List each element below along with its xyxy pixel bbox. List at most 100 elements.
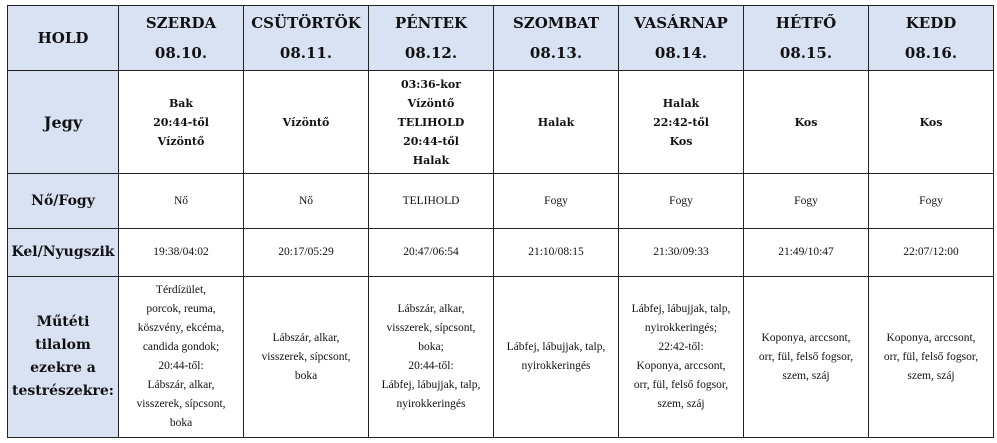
row-label: Nő/Fogy <box>7 173 119 229</box>
day-header: CSÜTÖRTÖK 08.11. <box>243 5 369 71</box>
day-date: 08.16. <box>904 44 958 62</box>
table-cell: Fogy <box>618 173 744 229</box>
cell-line: Fogy <box>794 194 818 207</box>
table-cell: Térdízület, porcok, reuma, köszvény, ekcém… <box>118 276 244 438</box>
row-label: Kel/Nyugszik <box>7 228 119 277</box>
day-header: SZERDA 08.10. <box>118 5 244 71</box>
day-name: HÉTFŐ <box>775 14 837 32</box>
table-cell: Halak <box>493 70 619 174</box>
row-label: Műtéti tilalom ezekre a testrészekre: <box>7 276 119 438</box>
day-name: PÉNTEK <box>394 14 468 32</box>
cell-line: Lábfej, lábujjak, talp, <box>381 379 481 391</box>
cell-line: Lábfej, lábujjak, talp, <box>631 303 731 315</box>
table-cell: Nő <box>243 173 369 229</box>
cell-line: Lábszár, alkar, <box>272 331 340 344</box>
table-row: Műtéti tilalom ezekre a testrészekre: Térdí… <box>7 276 994 438</box>
table-cell: 19:38/04:02 <box>118 228 244 277</box>
cell-line: Bak <box>168 96 194 110</box>
cell-line: 19:38/04:02 <box>153 246 209 258</box>
moon-calendar-table: HOLD SZERDA 08.10. CSÜTÖRTÖK 08.11. PÉNTEK 08… <box>7 5 994 438</box>
table-cell: Lábfej, lábujjak, talp, nyirokkeringés <box>493 276 619 438</box>
table-cell: Nő <box>118 173 244 229</box>
cell-line: Koponya, arccsont, <box>886 331 976 344</box>
cell-line: TELIHOLD <box>402 194 460 207</box>
table-cell: 21:10/08:15 <box>493 228 619 277</box>
cell-line: boka <box>294 369 318 382</box>
table-cell: Lábszár, alkar, visszerek, sípcsont, boka <box>243 276 369 438</box>
cell-line: 20:44-től: <box>158 360 204 372</box>
cell-line: orr, fül, felső fogsor, <box>633 379 729 391</box>
cell-line: nyirokkeringés <box>521 360 591 372</box>
day-date: 08.10. <box>154 44 208 62</box>
row-label-line: Nő/Fogy <box>31 192 95 209</box>
cell-line: visszerek, sípcsont, <box>136 398 226 410</box>
cell-line: Fogy <box>669 194 693 207</box>
table-row: Jegy Bak 20:44-től Vízöntő Vízöntő 03:36-kor V… <box>7 70 994 174</box>
table-cell: 20:47/06:54 <box>368 228 494 277</box>
cell-line: 21:10/08:15 <box>528 246 584 258</box>
cell-line: szem, száj <box>907 369 955 382</box>
cell-line: 21:49/10:47 <box>778 246 834 258</box>
cell-line: Nő <box>298 194 314 207</box>
cell-line: szem, száj <box>782 369 830 382</box>
day-date: 08.15. <box>779 44 833 62</box>
row-label-line: Kel/Nyugszik <box>11 244 115 260</box>
cell-line: Kos <box>669 134 693 148</box>
table-cell: 22:07/12:00 <box>868 228 994 277</box>
day-date: 08.12. <box>404 44 458 62</box>
day-name: SZERDA <box>145 14 217 32</box>
table-cell: Fogy <box>868 173 994 229</box>
table-cell: Lábfej, lábujjak, talp, nyirokkeringés; 22… <box>618 276 744 438</box>
table-cell: Lábszár, alkar, visszerek, sípcsont, boka;… <box>368 276 494 438</box>
cell-line: 03:36-kor <box>401 77 461 91</box>
table-cell: Kos <box>868 70 994 174</box>
table-cell: Vízöntő <box>243 70 369 174</box>
cell-line: Fogy <box>919 194 943 207</box>
table-row: Nő/Fogy Nő Nő TELIHOLD Fogy Fogy Fogy Fogy <box>7 173 994 229</box>
day-date: 08.11. <box>279 44 333 62</box>
table-row: Kel/Nyugszik 19:38/04:02 20:17/05:29 20:47/… <box>7 228 994 277</box>
cell-line: nyirokkeringés; <box>644 322 718 334</box>
cell-line: 20:44-től: <box>408 360 454 372</box>
day-name: VASÁRNAP <box>634 14 728 32</box>
cell-line: 22:42-től: <box>658 341 704 353</box>
row-label-line: testrészekre: <box>12 383 114 399</box>
table-cell: Bak 20:44-től Vízöntő <box>118 70 244 174</box>
table-cell: Koponya, arccsont, orr, fül, felső fogsor… <box>743 276 869 438</box>
header-row: HOLD SZERDA 08.10. CSÜTÖRTÖK 08.11. PÉNTEK 08… <box>7 5 994 71</box>
cell-line: Vízöntő <box>282 115 330 129</box>
cell-line: Fogy <box>544 194 568 207</box>
row-label-line: Jegy <box>43 112 83 132</box>
table-cell: Fogy <box>493 173 619 229</box>
day-name: CSÜTÖRTÖK <box>251 14 361 32</box>
cell-line: köszvény, ekcéma, <box>137 322 225 334</box>
table-cell: TELIHOLD <box>368 173 494 229</box>
cell-line: boka; <box>418 341 444 353</box>
cell-line: 20:44-től <box>153 115 209 129</box>
cell-line: orr, fül, felső fogsor, <box>883 350 979 363</box>
cell-line: Koponya, arccsont, <box>636 360 726 372</box>
cell-line: Lábszár, alkar, <box>147 379 215 391</box>
corner-header: HOLD <box>7 5 119 71</box>
row-label-line: Műtéti tilalom <box>35 314 91 353</box>
cell-line: Halak <box>412 153 450 167</box>
cell-line: 22:42-től <box>653 115 709 129</box>
cell-line: szem, száj <box>657 398 705 410</box>
cell-line: porcok, reuma, <box>146 303 216 315</box>
cell-line: 21:30/09:33 <box>653 246 709 258</box>
cell-line: Nő <box>173 194 189 207</box>
cell-line: Koponya, arccsont, <box>761 331 851 344</box>
day-header: SZOMBAT 08.13. <box>493 5 619 71</box>
day-header: VASÁRNAP 08.14. <box>618 5 744 71</box>
cell-line: 20:47/06:54 <box>403 246 459 258</box>
table-cell: Kos <box>743 70 869 174</box>
table-cell: 21:49/10:47 <box>743 228 869 277</box>
day-header: HÉTFŐ 08.15. <box>743 5 869 71</box>
cell-line: boka <box>169 417 193 429</box>
cell-line: Vízöntő <box>157 134 205 148</box>
cell-line: Kos <box>919 115 943 129</box>
day-date: 08.13. <box>529 44 583 62</box>
cell-line: Térdízület, <box>155 284 207 296</box>
cell-line: Kos <box>794 115 818 129</box>
table-cell: 20:17/05:29 <box>243 228 369 277</box>
